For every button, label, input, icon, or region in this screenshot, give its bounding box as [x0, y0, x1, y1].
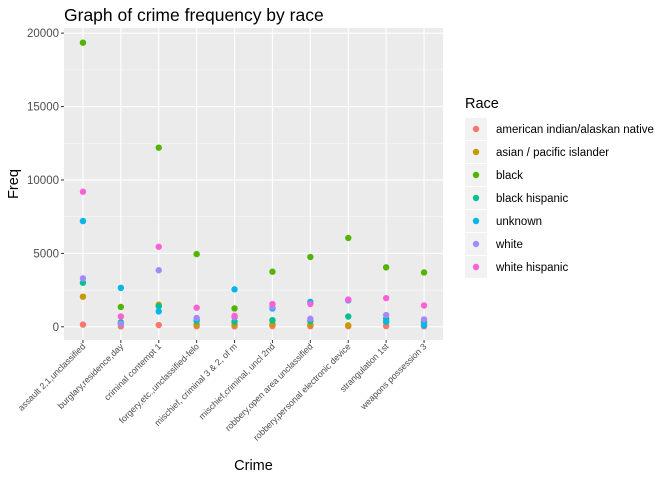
- data-point: [420, 322, 428, 329]
- data-point: [420, 316, 428, 323]
- legend-key-point: [472, 263, 480, 271]
- x-tick-label: mischief,criminal, uncl 2nd: [197, 341, 277, 421]
- y-tick-label: 15000: [27, 102, 59, 114]
- data-point: [345, 234, 352, 242]
- data-point: [345, 296, 352, 303]
- data-point: [269, 268, 276, 275]
- data-point: [79, 279, 87, 286]
- legend: Race american indian/alaskan native asian…: [465, 96, 654, 278]
- data-point: [117, 313, 125, 320]
- data-point: [307, 253, 314, 261]
- data-point: [79, 188, 87, 195]
- data-point: [155, 243, 162, 250]
- y-tick-label: 20000: [27, 28, 59, 40]
- data-point: [79, 39, 87, 46]
- data-point: [155, 303, 162, 310]
- data-point: [117, 284, 125, 292]
- data-point: [231, 318, 238, 325]
- data-point: [382, 294, 390, 302]
- legend-entry-label: asian / pacific islander: [496, 147, 609, 159]
- data-point: [117, 303, 125, 311]
- data-point: [155, 144, 162, 151]
- data-point: [193, 314, 200, 322]
- x-tick-label: weapons possession 3: [358, 341, 429, 412]
- data-point: [231, 312, 238, 319]
- data-point: [79, 293, 87, 300]
- data-point: [79, 217, 87, 225]
- data-point: [155, 308, 162, 315]
- y-tick-label: 10000: [27, 175, 59, 187]
- x-tick-label: burglary,residence,day: [56, 341, 126, 411]
- legend-key-point: [472, 171, 480, 179]
- data-point: [269, 300, 276, 308]
- data-point: [193, 250, 200, 258]
- y-tick-label: 0: [53, 322, 59, 334]
- y-axis-label: Freq: [6, 169, 22, 199]
- legend-key-point: [472, 125, 480, 133]
- y-tick-label: 5000: [33, 248, 59, 260]
- plot-panel: [64, 28, 443, 340]
- data-point: [155, 267, 162, 274]
- data-point: [382, 264, 390, 271]
- data-point: [382, 311, 390, 319]
- data-point: [420, 302, 428, 309]
- legend-entry-label: white: [495, 239, 523, 251]
- data-point: [117, 320, 125, 328]
- data-points: [79, 39, 428, 330]
- data-point: [420, 269, 428, 276]
- data-point: [345, 322, 352, 329]
- x-axis: assault 2,1,unclassifiedburglary,residen…: [16, 340, 429, 443]
- data-point: [382, 318, 390, 325]
- legend-key-point: [472, 217, 480, 225]
- x-axis-label: Crime: [234, 458, 273, 474]
- data-point: [231, 286, 238, 293]
- legend-key-point: [472, 194, 480, 202]
- legend-entry-label: unknown: [496, 216, 542, 228]
- data-point: [79, 275, 87, 282]
- data-point: [231, 305, 238, 312]
- data-point: [345, 313, 352, 320]
- legend-title: Race: [465, 96, 499, 112]
- data-point: [269, 316, 276, 324]
- legend-entry-label: white hispanic: [495, 262, 568, 274]
- legend-key-point: [472, 240, 480, 248]
- data-point: [307, 315, 314, 322]
- data-point: [155, 321, 162, 329]
- chart-title: Graph of crime frequency by race: [64, 5, 324, 25]
- legend-entry-label: black hispanic: [496, 193, 568, 205]
- y-axis: 0 5000 10000 15000 20000: [27, 28, 64, 334]
- data-point: [193, 304, 200, 311]
- legend-key-point: [472, 148, 480, 156]
- data-point: [79, 321, 87, 328]
- data-point: [307, 300, 314, 308]
- legend-entry-label: american indian/alaskan native: [496, 124, 654, 136]
- legend-entry-label: black: [496, 170, 523, 182]
- x-tick-label: assault 2,1,unclassified: [16, 341, 87, 412]
